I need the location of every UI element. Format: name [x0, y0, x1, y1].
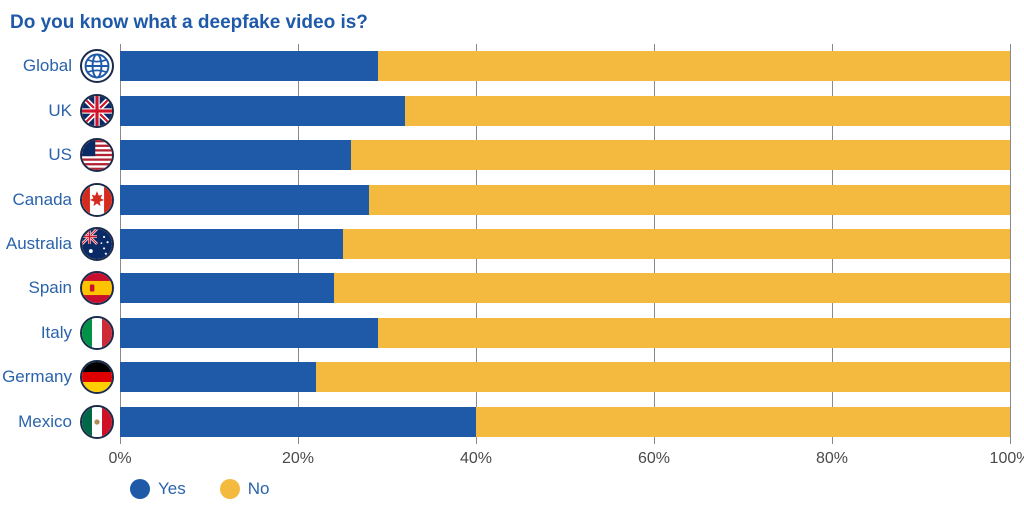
bar-segment-no: [476, 407, 1010, 437]
category-label: Canada: [12, 190, 72, 210]
bar-segment-no: [378, 318, 1010, 348]
x-tick-label: 60%: [638, 450, 670, 468]
bar-segment-no: [378, 51, 1010, 81]
plot-area: 0%20%40%60%80%100% GlobalUKUSCanadaAustr…: [120, 44, 1010, 444]
stacked-bar: [120, 273, 1010, 303]
legend-item-no: No: [220, 479, 270, 499]
bar-row: Italy: [120, 318, 1010, 348]
stacked-bar: [120, 407, 1010, 437]
bar-segment-yes: [120, 407, 476, 437]
swatch-yes: [130, 479, 150, 499]
germany-flag-icon: [80, 360, 114, 394]
stacked-bar: [120, 51, 1010, 81]
legend-item-yes: Yes: [130, 479, 186, 499]
deepfake-awareness-chart: Do you know what a deepfake video is? 0%…: [0, 0, 1024, 513]
bar-row: US: [120, 140, 1010, 170]
us-flag-icon: [80, 138, 114, 172]
category-label: Germany: [2, 367, 72, 387]
stacked-bar: [120, 140, 1010, 170]
x-tick-label: 100%: [990, 450, 1024, 468]
category-label: US: [48, 145, 72, 165]
legend-label-no: No: [248, 479, 270, 499]
bar-segment-no: [316, 362, 1010, 392]
bar-segment-no: [334, 273, 1010, 303]
gridline: [1010, 44, 1011, 444]
category-label: Spain: [29, 278, 72, 298]
x-tick-label: 0%: [108, 450, 131, 468]
australia-flag-icon: [80, 227, 114, 261]
category-label: Australia: [6, 234, 72, 254]
bar-segment-no: [343, 229, 1011, 259]
legend: Yes No: [130, 479, 269, 499]
bar-segment-no: [369, 185, 1010, 215]
bar-segment-yes: [120, 362, 316, 392]
stacked-bar: [120, 185, 1010, 215]
stacked-bar: [120, 318, 1010, 348]
mexico-flag-icon: [80, 405, 114, 439]
legend-label-yes: Yes: [158, 479, 186, 499]
canada-flag-icon: [80, 183, 114, 217]
bar-segment-no: [405, 96, 1010, 126]
spain-flag-icon: [80, 271, 114, 305]
stacked-bar: [120, 362, 1010, 392]
bar-segment-yes: [120, 185, 369, 215]
uk-flag-icon: [80, 94, 114, 128]
x-tick-label: 80%: [816, 450, 848, 468]
bar-segment-yes: [120, 273, 334, 303]
bar-row: Canada: [120, 185, 1010, 215]
bar-segment-yes: [120, 140, 351, 170]
bar-row: Global: [120, 51, 1010, 81]
chart-title: Do you know what a deepfake video is?: [10, 12, 1006, 34]
category-label: Global: [23, 56, 72, 76]
bar-row: UK: [120, 96, 1010, 126]
x-tick-label: 20%: [282, 450, 314, 468]
category-label: Italy: [41, 323, 72, 343]
bar-row: Spain: [120, 273, 1010, 303]
bar-segment-yes: [120, 96, 405, 126]
bar-segment-yes: [120, 318, 378, 348]
category-label: UK: [48, 101, 72, 121]
bar-segment-yes: [120, 229, 343, 259]
category-label: Mexico: [18, 412, 72, 432]
stacked-bar: [120, 96, 1010, 126]
bar-rows: Global UK US Canada Australia Spain Italy Germa…: [120, 44, 1010, 444]
bar-row: Germany: [120, 362, 1010, 392]
x-tick-label: 40%: [460, 450, 492, 468]
swatch-no: [220, 479, 240, 499]
bar-segment-yes: [120, 51, 378, 81]
bar-row: Australia: [120, 229, 1010, 259]
bar-row: Mexico: [120, 407, 1010, 437]
stacked-bar: [120, 229, 1010, 259]
bar-segment-no: [351, 140, 1010, 170]
italy-flag-icon: [80, 316, 114, 350]
globe-flag-icon: [80, 49, 114, 83]
